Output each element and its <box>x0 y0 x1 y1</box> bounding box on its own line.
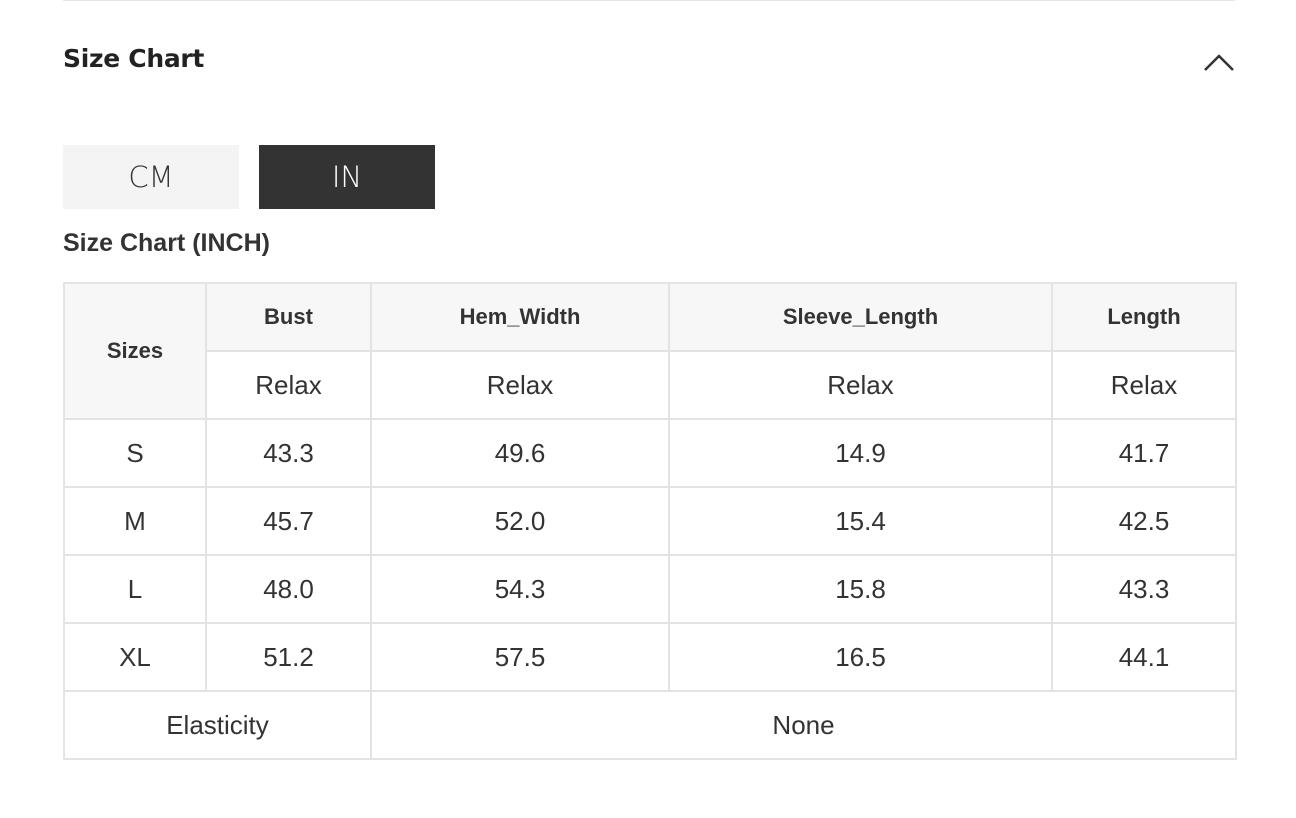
unit-cm-button[interactable]: CM <box>63 145 239 209</box>
value-cell: 45.7 <box>205 486 372 556</box>
fit-cell: Relax <box>205 350 372 420</box>
value-cell: 52.0 <box>370 486 670 556</box>
value-cell: 54.3 <box>370 554 670 624</box>
elasticity-label: Elasticity <box>63 690 372 760</box>
value-cell: 15.8 <box>668 554 1053 624</box>
size-cell: S <box>63 418 207 488</box>
value-cell: 49.6 <box>370 418 670 488</box>
section-title: Size Chart <box>63 44 205 73</box>
table-row: XL 51.2 57.5 16.5 44.1 <box>63 622 1237 692</box>
column-header: Hem_Width <box>370 282 670 352</box>
value-cell: 16.5 <box>668 622 1053 692</box>
divider <box>63 0 1235 1</box>
value-cell: 43.3 <box>205 418 372 488</box>
table-row: S 43.3 49.6 14.9 41.7 <box>63 418 1237 488</box>
table-row: M 45.7 52.0 15.4 42.5 <box>63 486 1237 556</box>
column-header: Bust <box>205 282 372 352</box>
table-row: L 48.0 54.3 15.8 43.3 <box>63 554 1237 624</box>
fit-cell: Relax <box>370 350 670 420</box>
size-table: Sizes Bust Hem_Width Sleeve_Length Lengt… <box>63 282 1237 760</box>
value-cell: 15.4 <box>668 486 1053 556</box>
column-header: Sleeve_Length <box>668 282 1053 352</box>
value-cell: 14.9 <box>668 418 1053 488</box>
size-cell: M <box>63 486 207 556</box>
unit-in-button[interactable]: IN <box>259 145 435 209</box>
fit-row: Relax Relax Relax Relax <box>64 350 1237 420</box>
value-cell: 44.1 <box>1051 622 1237 692</box>
chevron-up-icon[interactable] <box>1203 52 1235 72</box>
value-cell: 41.7 <box>1051 418 1237 488</box>
size-cell: L <box>63 554 207 624</box>
header-row: Sizes Bust Hem_Width Sleeve_Length Lengt… <box>63 282 1237 420</box>
elasticity-value: None <box>370 690 1237 760</box>
size-cell: XL <box>63 622 207 692</box>
value-cell: 48.0 <box>205 554 372 624</box>
value-cell: 43.3 <box>1051 554 1237 624</box>
value-cell: 51.2 <box>205 622 372 692</box>
fit-cell: Relax <box>1051 350 1237 420</box>
value-cell: 42.5 <box>1051 486 1237 556</box>
value-cell: 57.5 <box>370 622 670 692</box>
chart-title: Size Chart (INCH) <box>63 229 270 257</box>
elasticity-row: Elasticity None <box>63 690 1237 760</box>
fit-cell: Relax <box>668 350 1053 420</box>
column-header: Length <box>1051 282 1237 352</box>
sizes-header: Sizes <box>63 282 207 420</box>
